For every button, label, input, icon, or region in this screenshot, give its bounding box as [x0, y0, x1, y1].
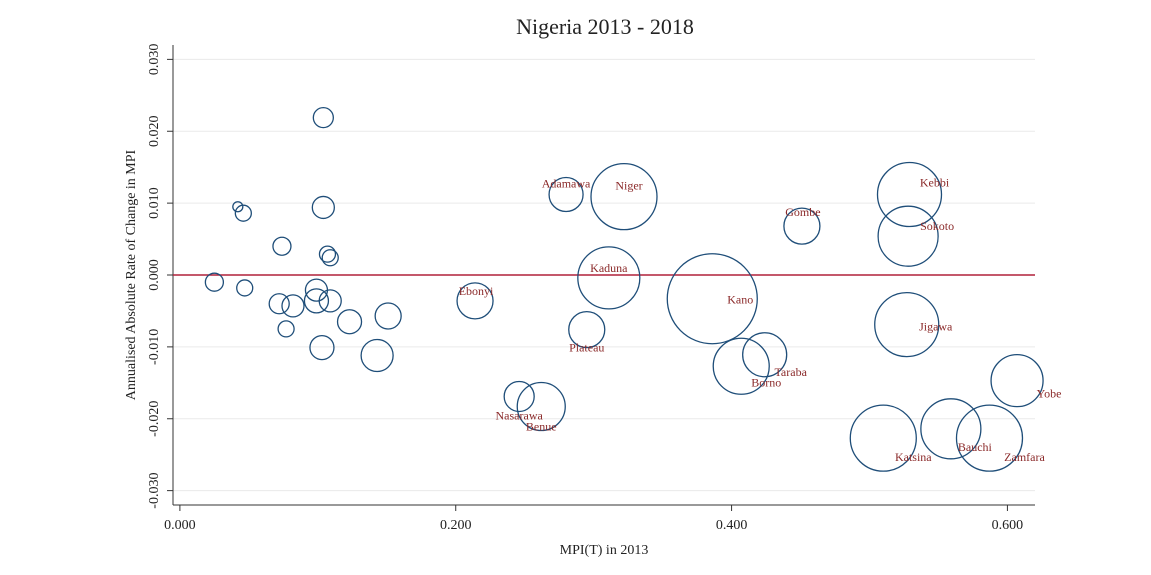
bubble	[232, 201, 244, 213]
bubble	[303, 288, 330, 314]
bubble	[568, 310, 606, 349]
y-tick-label: 0.030	[147, 44, 162, 76]
bubble	[311, 195, 335, 220]
y-axis-title: Annualised Absolute Rate of Change in MP…	[124, 149, 139, 400]
bubble	[920, 398, 982, 460]
bubble	[990, 354, 1044, 408]
bubble	[456, 282, 494, 320]
point-label: Borno	[751, 375, 781, 389]
bubble	[849, 404, 917, 472]
bubble	[336, 309, 363, 335]
bubble	[503, 380, 535, 413]
bubble	[360, 338, 394, 373]
bubble	[204, 272, 225, 292]
point-label: Kebbi	[920, 176, 950, 190]
point-label: Nasarawa	[496, 408, 544, 422]
bubble	[277, 320, 295, 338]
bubble	[516, 381, 566, 432]
bubble	[712, 337, 770, 395]
point-label: Adamawa	[542, 177, 591, 191]
y-tick-label: -0.030	[147, 473, 162, 509]
bubble	[590, 163, 658, 231]
point-label: Yobe	[1037, 387, 1062, 401]
bubble	[548, 176, 584, 213]
bubble	[374, 302, 402, 330]
point-label: Sokoto	[920, 219, 954, 233]
point-label: Kaduna	[590, 261, 628, 275]
point-label: Katsina	[895, 450, 932, 464]
point-label: Niger	[615, 179, 642, 193]
x-axis-title: MPI(T) in 2013	[560, 543, 649, 558]
point-label: Ebonyi	[459, 284, 494, 298]
bubble	[876, 161, 943, 228]
y-tick-label: 0.020	[147, 116, 162, 148]
point-label: Bauchi	[958, 440, 993, 454]
point-label: Taraba	[774, 365, 807, 379]
bubble	[304, 278, 329, 302]
point-label: Zamfara	[1004, 450, 1045, 464]
point-label: Benue	[526, 420, 557, 434]
bubble	[272, 236, 292, 256]
y-tick-label: -0.020	[147, 401, 162, 437]
bubble	[321, 249, 339, 267]
bubble	[874, 291, 940, 358]
bubble	[577, 246, 641, 310]
point-label: Kano	[727, 293, 753, 307]
bubble	[268, 293, 290, 315]
bubble	[236, 279, 254, 297]
x-tick-label: 0.000	[164, 518, 196, 533]
bubble	[281, 294, 305, 318]
bubble	[234, 204, 252, 222]
y-tick-label: 0.010	[147, 187, 162, 219]
point-label: Plateau	[569, 341, 604, 355]
bubble	[309, 334, 335, 361]
bubble	[666, 253, 758, 345]
chart-title: Nigeria 2013 - 2018	[516, 14, 694, 39]
bubble	[877, 205, 939, 267]
bubble	[318, 289, 342, 313]
y-tick-label: 0.000	[147, 259, 162, 291]
x-tick-label: 0.200	[440, 518, 472, 533]
bubble	[783, 207, 821, 245]
x-tick-label: 0.400	[716, 518, 748, 533]
x-tick-label: 0.600	[992, 518, 1024, 533]
bubble	[955, 404, 1024, 472]
bubble	[742, 332, 788, 378]
point-label: Gombe	[785, 205, 820, 219]
bubble	[312, 106, 334, 129]
point-label: Jigawa	[919, 320, 953, 334]
bubble	[318, 245, 337, 263]
y-tick-label: -0.010	[147, 329, 162, 365]
